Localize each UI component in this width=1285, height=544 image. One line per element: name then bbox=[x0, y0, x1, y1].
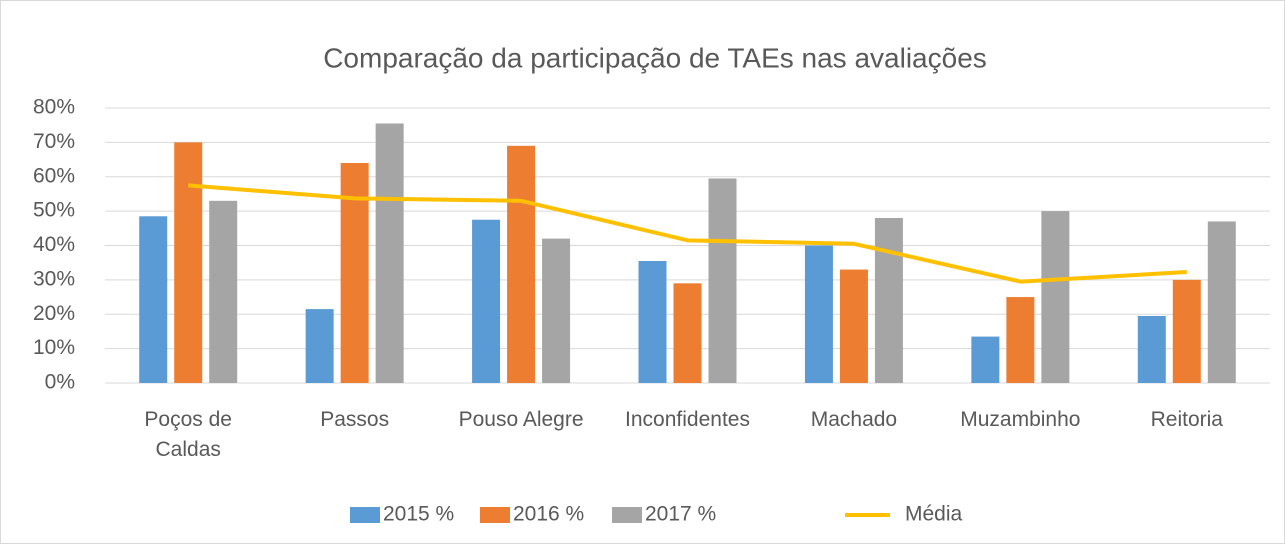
bar bbox=[1207, 221, 1236, 383]
bar bbox=[305, 309, 334, 383]
x-tick-label: Passos bbox=[320, 408, 390, 431]
y-tick-label: 80% bbox=[33, 96, 75, 119]
y-tick-label: 40% bbox=[33, 233, 75, 256]
y-tick-label: 10% bbox=[33, 336, 75, 359]
bar bbox=[804, 245, 833, 383]
bar bbox=[971, 336, 1000, 383]
bar bbox=[375, 123, 404, 383]
chart-title: Comparação da participação de TAEs nas a… bbox=[323, 42, 987, 73]
x-tick-label: Muzambinho bbox=[960, 408, 1081, 431]
x-tick-label: Pouso Alegre bbox=[458, 408, 584, 431]
legend-swatch bbox=[612, 507, 642, 523]
bar bbox=[1137, 315, 1166, 383]
bar bbox=[638, 260, 667, 383]
x-tick-label: Machado bbox=[810, 408, 898, 431]
bar bbox=[1172, 279, 1201, 383]
y-tick-label: 70% bbox=[33, 130, 75, 153]
bar bbox=[874, 218, 903, 383]
bar bbox=[708, 178, 737, 383]
legend-label: 2015 % bbox=[383, 503, 454, 526]
bar bbox=[542, 238, 571, 383]
legend-swatch bbox=[350, 507, 380, 523]
x-tick-label: Poços de Caldas bbox=[144, 408, 232, 461]
bar bbox=[1041, 211, 1070, 383]
line-series bbox=[188, 183, 1187, 284]
bar bbox=[139, 216, 168, 383]
legend-label: 2016 % bbox=[513, 503, 584, 526]
legend-swatch bbox=[480, 507, 510, 523]
y-tick-label: 20% bbox=[33, 302, 75, 325]
x-tick-label: Reitoria bbox=[1150, 408, 1223, 431]
legend-label: 2017 % bbox=[645, 503, 716, 526]
bar bbox=[673, 283, 702, 383]
bar bbox=[507, 145, 536, 383]
y-tick-label: 0% bbox=[45, 371, 75, 394]
bar bbox=[472, 219, 501, 383]
x-tick-label: Inconfidentes bbox=[625, 408, 750, 431]
y-tick-label: 30% bbox=[33, 267, 75, 290]
bar bbox=[209, 200, 238, 383]
bar bbox=[1006, 297, 1035, 383]
bar bbox=[839, 269, 868, 383]
y-tick-label: 60% bbox=[33, 164, 75, 187]
legend-label: Média bbox=[905, 503, 963, 526]
y-tick-label: 50% bbox=[33, 199, 75, 222]
bar bbox=[174, 142, 203, 383]
